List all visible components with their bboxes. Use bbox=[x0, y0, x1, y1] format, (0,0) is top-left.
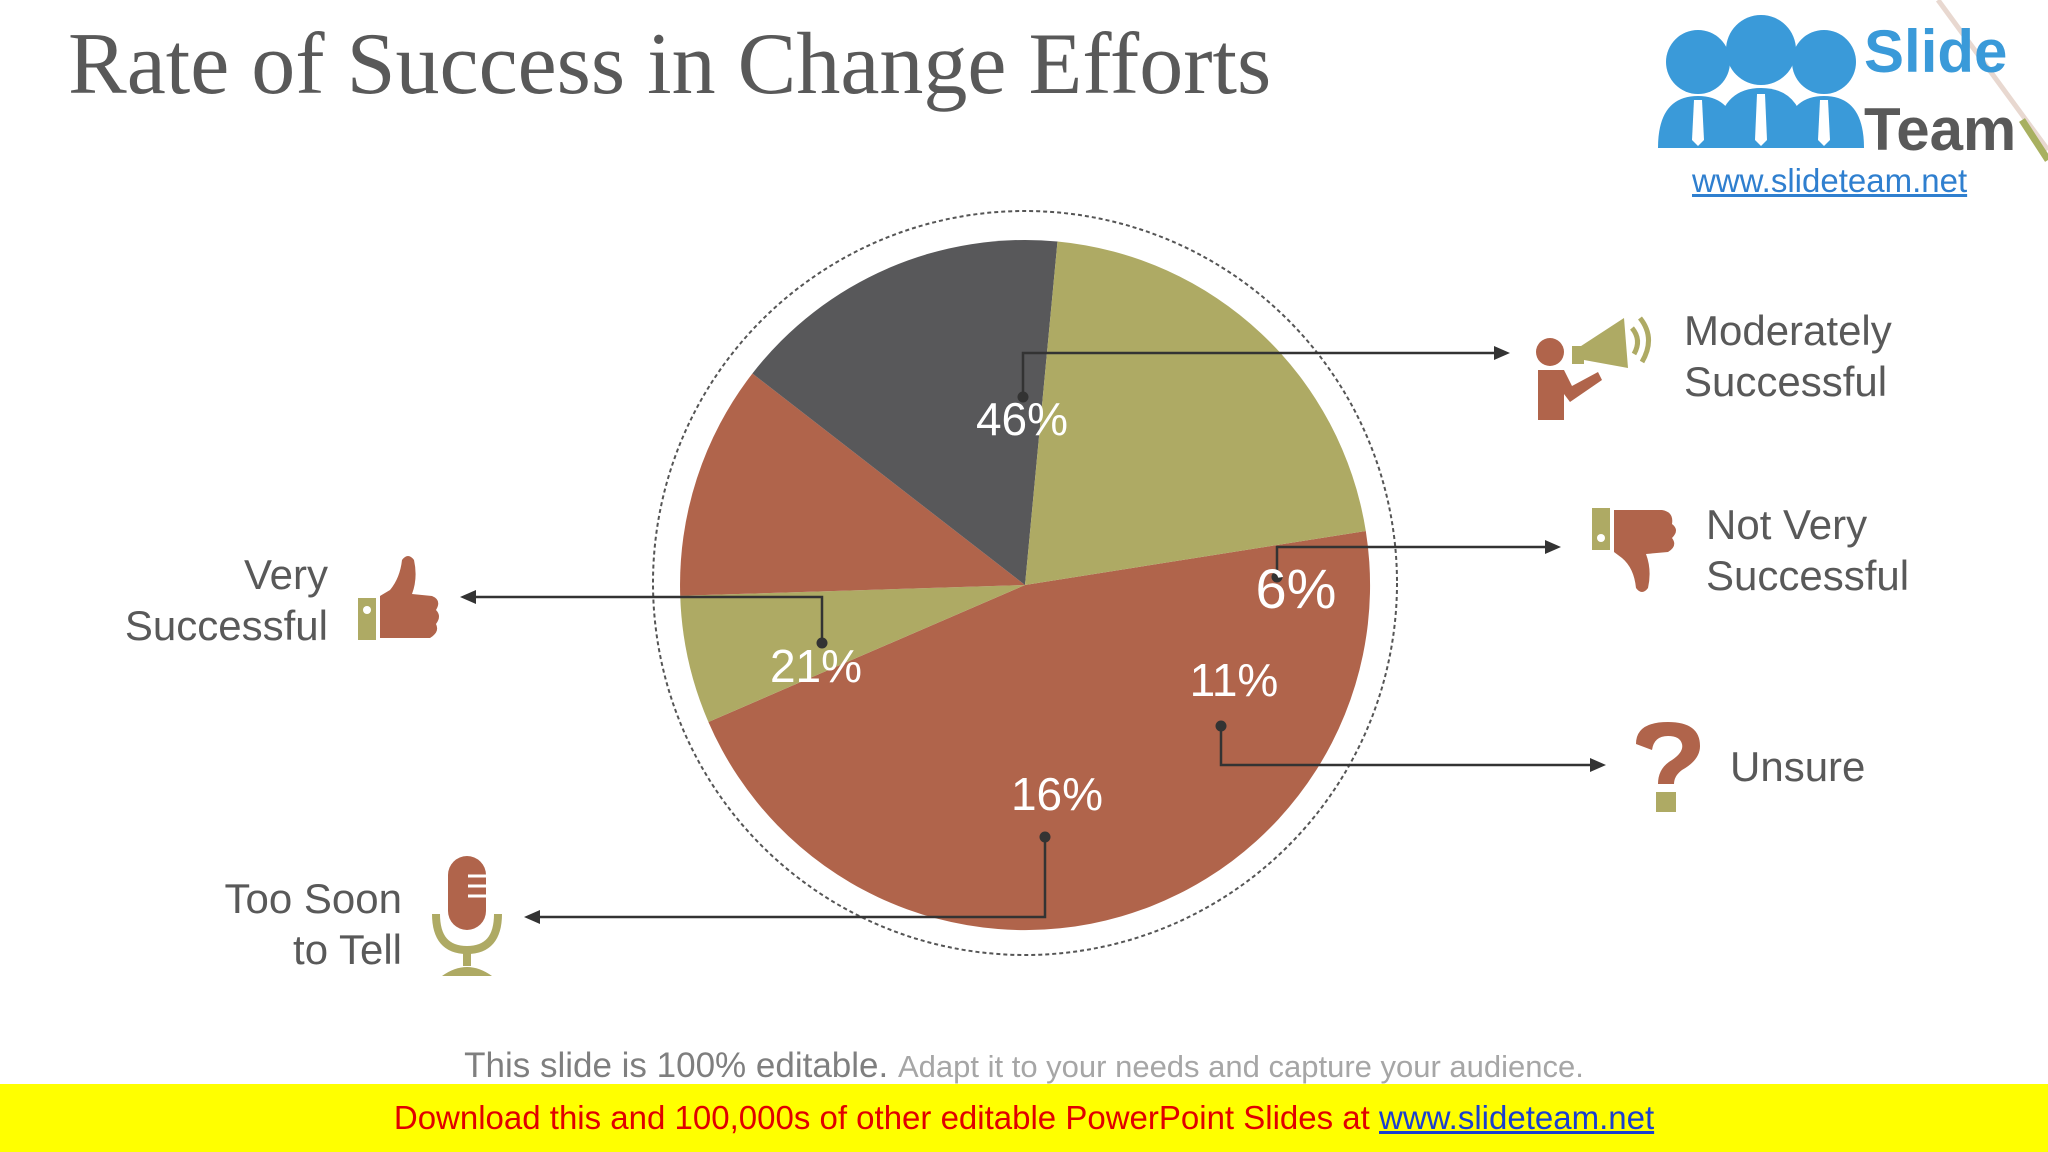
pie-slice-very-successful bbox=[1025, 241, 1366, 585]
slideteam-logo: Slide Team bbox=[1658, 0, 2048, 163]
svg-text:Team: Team bbox=[1864, 96, 2016, 163]
thumbs-down-icon bbox=[1592, 508, 1676, 592]
label-moderately-successful: Moderately Successful bbox=[1684, 307, 1892, 405]
page-title: Rate of Success in Change Efforts bbox=[68, 16, 1272, 113]
thumbs-up-icon bbox=[358, 556, 439, 640]
pie-slice-unsure bbox=[680, 373, 1025, 596]
slice-value-label: 21% bbox=[770, 640, 862, 692]
svg-text:Slide: Slide bbox=[1864, 18, 2007, 85]
label-not-very-successful: Not Very Successful bbox=[1706, 501, 1910, 599]
slice-value-label: 16% bbox=[1011, 768, 1103, 820]
slice-value-label: 6% bbox=[1256, 557, 1337, 620]
label-unsure: Unsure bbox=[1730, 743, 1866, 790]
slice-value-label: 11% bbox=[1190, 654, 1279, 706]
microphone-icon bbox=[432, 856, 502, 976]
editable-note: This slide is 100% editable. Adapt it to… bbox=[464, 1046, 1584, 1085]
megaphone-speaker-icon bbox=[1536, 316, 1651, 420]
banner-text: Download this and 100,000s of other edit… bbox=[393, 1099, 1370, 1136]
question-mark-icon bbox=[1636, 722, 1700, 812]
label-very-successful: Very Successful bbox=[124, 551, 328, 649]
label-too-soon-to-tell: Too Soon to Tell bbox=[224, 875, 402, 973]
pie-slice-too-soon-to-tell bbox=[752, 239, 1058, 586]
pie-slice-not-very-successful bbox=[680, 585, 1025, 722]
slice-value-label: 46% bbox=[976, 393, 1068, 445]
download-banner: Download this and 100,000s of other edit… bbox=[0, 1084, 2048, 1152]
banner-link[interactable]: www.slideteam.net bbox=[1379, 1099, 1655, 1136]
logo-url-link[interactable]: www.slideteam.net bbox=[1692, 162, 1968, 199]
pie-slice-moderately-successful bbox=[708, 531, 1371, 931]
